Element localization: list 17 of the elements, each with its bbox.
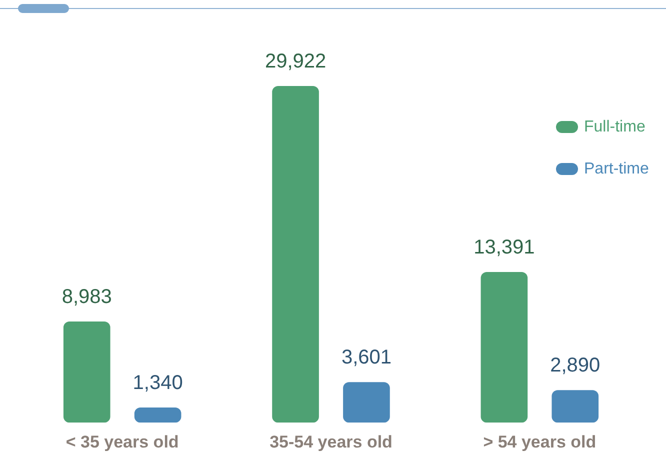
- bar: [343, 382, 390, 423]
- bar: [272, 86, 319, 423]
- x-tick-label: 35-54 years old: [270, 432, 392, 452]
- x-tick-label: > 54 years old: [483, 432, 596, 452]
- legend-label: Part-time: [584, 160, 649, 178]
- legend-label: Full-time: [584, 118, 646, 136]
- data-label: 29,922: [264, 50, 326, 73]
- data-label: 8,983: [62, 286, 112, 308]
- data-label: 13,391: [474, 236, 535, 258]
- data-label: 2,890: [550, 354, 600, 377]
- data-label: 3,601: [341, 346, 392, 369]
- bar: [134, 408, 182, 423]
- bar: [480, 272, 528, 423]
- bar: [63, 322, 110, 423]
- bar: [552, 390, 599, 423]
- x-tick-label: < 35 years old: [66, 432, 179, 452]
- data-label: 1,340: [132, 372, 183, 394]
